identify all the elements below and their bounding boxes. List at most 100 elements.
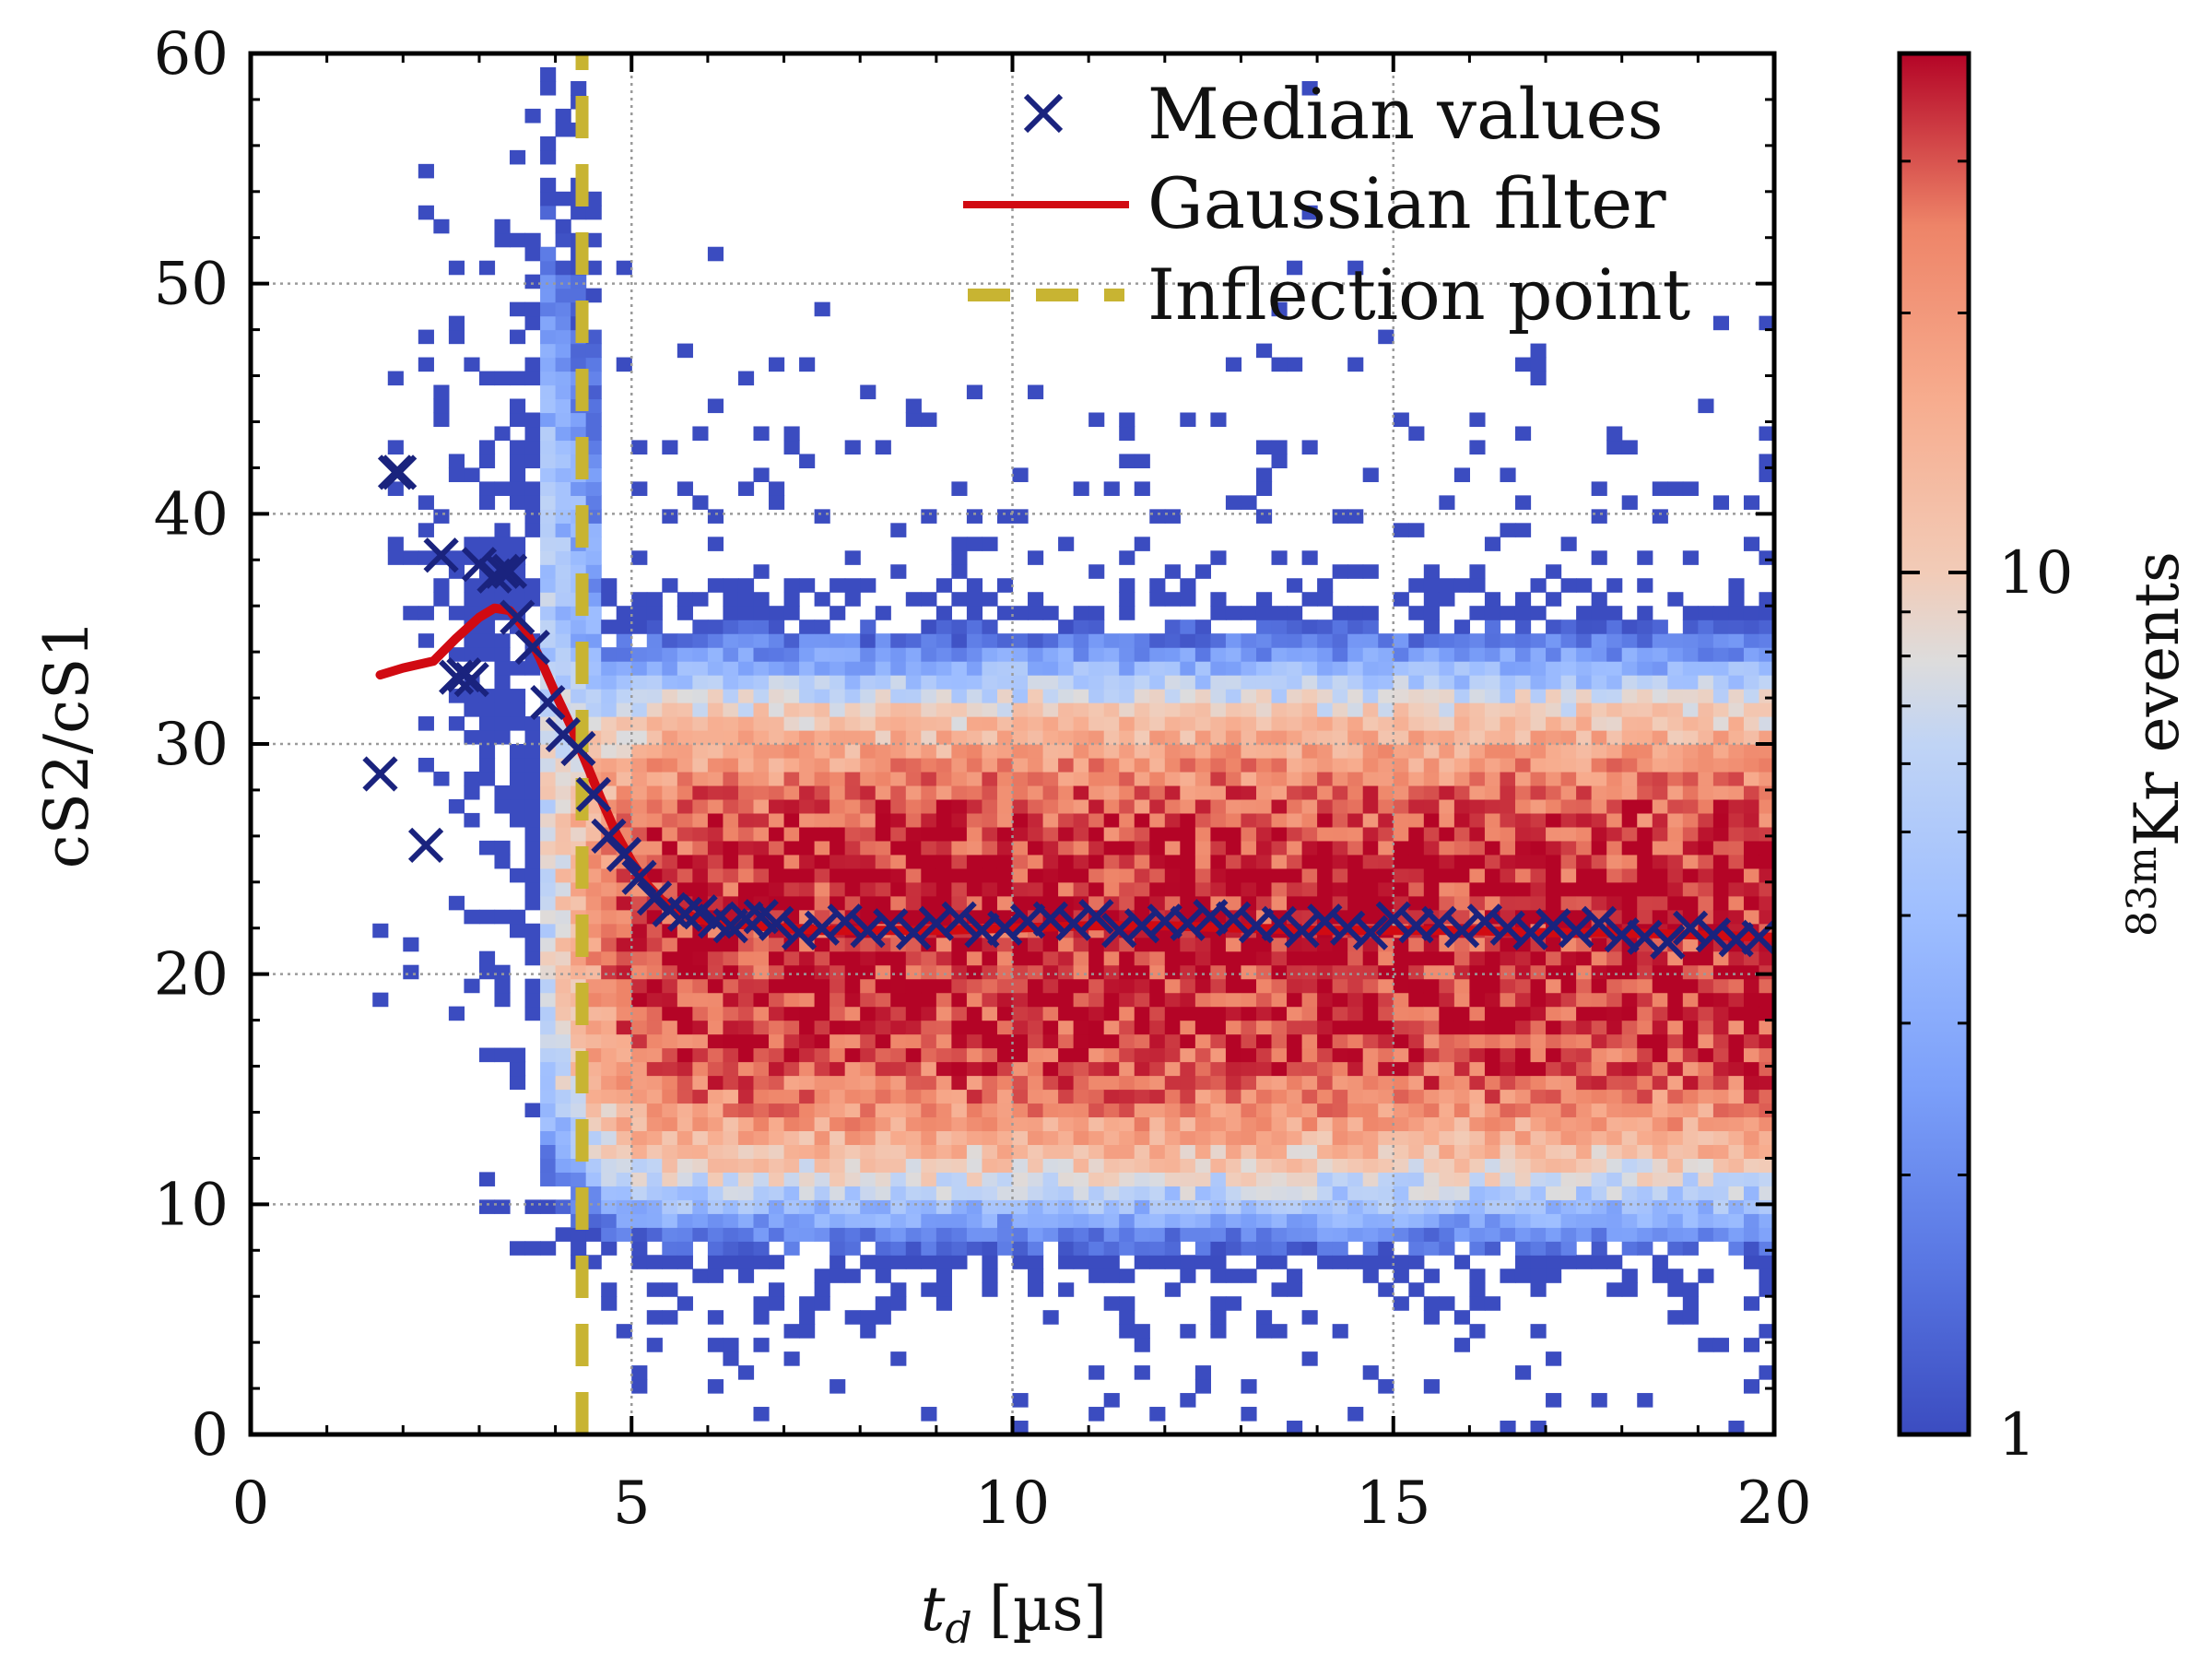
heatmap-cell xyxy=(1149,647,1166,662)
heatmap-cell xyxy=(555,467,571,482)
heatmap-cell xyxy=(1728,826,1745,842)
heatmap-cell xyxy=(1728,592,1745,607)
heatmap-cell xyxy=(1241,826,1257,842)
heatmap-cell xyxy=(555,771,571,786)
heatmap-cell xyxy=(860,1006,877,1021)
heatmap-cell xyxy=(1606,1144,1623,1159)
heatmap-cell xyxy=(555,454,571,468)
heatmap-cell xyxy=(1255,592,1273,607)
heatmap-cell xyxy=(1194,1227,1211,1242)
heatmap-cell xyxy=(1317,785,1334,800)
heatmap-cell xyxy=(1301,1033,1318,1049)
heatmap-cell xyxy=(555,1144,571,1159)
heatmap-cell xyxy=(830,1213,846,1228)
heatmap-cell xyxy=(616,702,632,717)
heatmap-cell xyxy=(830,1061,846,1077)
heatmap-cell xyxy=(540,329,557,345)
heatmap-cell xyxy=(1500,895,1516,911)
heatmap-cell xyxy=(1347,1020,1364,1035)
heatmap-cell xyxy=(966,798,983,814)
heatmap-cell xyxy=(1423,647,1440,662)
heatmap-cell xyxy=(1530,689,1547,703)
heatmap-cell xyxy=(1362,1047,1379,1063)
heatmap-cell xyxy=(1667,867,1684,883)
heatmap-cell xyxy=(555,260,571,276)
heatmap-cell xyxy=(1058,867,1075,883)
heatmap-cell xyxy=(996,895,1014,911)
heatmap-cell xyxy=(1255,675,1273,690)
heatmap-cell xyxy=(1698,840,1714,856)
heatmap-cell xyxy=(1546,633,1562,648)
heatmap-cell xyxy=(1119,744,1135,759)
heatmap-cell xyxy=(1287,1130,1303,1146)
heatmap-cell xyxy=(1500,1103,1516,1118)
heatmap-cell xyxy=(646,702,663,717)
heatmap-cell xyxy=(996,1227,1014,1242)
heatmap-cell xyxy=(1774,1130,1790,1145)
heatmap-cell xyxy=(799,1199,816,1214)
heatmap-cell xyxy=(1408,1255,1425,1269)
heatmap-cell xyxy=(540,357,557,372)
heatmap-cell xyxy=(1530,1006,1547,1021)
heatmap-cell xyxy=(601,1103,618,1118)
median-marker-stroke xyxy=(827,903,863,939)
heatmap-cell xyxy=(1546,1033,1562,1049)
heatmap-cell xyxy=(1164,1047,1181,1063)
heatmap-cell xyxy=(1560,744,1577,759)
heatmap-cell xyxy=(1241,1379,1257,1394)
heatmap-cell xyxy=(1347,1047,1364,1063)
heatmap-cell xyxy=(1164,1227,1181,1242)
heatmap-cell xyxy=(737,785,755,800)
heatmap-cell xyxy=(1423,716,1440,731)
heatmap-cell xyxy=(1287,1241,1303,1256)
heatmap-cell xyxy=(1469,826,1486,842)
heatmap-cell xyxy=(982,1199,998,1214)
heatmap-cell xyxy=(982,744,998,759)
heatmap-cell xyxy=(616,909,632,925)
heatmap-cell xyxy=(799,798,816,814)
heatmap-cell xyxy=(1682,1199,1699,1214)
heatmap-cell xyxy=(830,1033,846,1049)
heatmap-cell xyxy=(1301,771,1318,786)
heatmap-cell xyxy=(1347,1172,1364,1186)
heatmap-cell xyxy=(585,1227,602,1242)
heatmap-cell xyxy=(540,757,557,773)
heatmap-cell xyxy=(1028,1075,1044,1091)
heatmap-cell xyxy=(1301,867,1318,883)
heatmap-cell xyxy=(1378,964,1394,980)
heatmap-cell xyxy=(1484,1047,1501,1063)
heatmap-cell xyxy=(540,1033,557,1049)
heatmap-cell xyxy=(1378,702,1394,717)
heatmap-cell xyxy=(799,826,816,842)
heatmap-cell xyxy=(1271,854,1288,869)
heatmap-cell xyxy=(524,301,541,317)
heatmap-cell xyxy=(1469,1213,1486,1228)
heatmap-cell xyxy=(966,592,983,607)
heatmap-cell xyxy=(875,661,891,676)
heatmap-cell xyxy=(1119,840,1135,856)
heatmap-cell xyxy=(1774,772,1790,786)
heatmap-cell xyxy=(692,426,709,442)
heatmap-cell xyxy=(1652,1199,1668,1214)
heatmap-cell xyxy=(1439,881,1455,897)
heatmap-cell xyxy=(1682,785,1699,800)
heatmap-cell xyxy=(1012,1213,1029,1228)
heatmap-cell xyxy=(1134,840,1150,856)
heatmap-cell xyxy=(1028,1103,1044,1118)
heatmap-cell xyxy=(585,826,602,842)
heatmap-cell xyxy=(996,937,1014,952)
heatmap-cell xyxy=(723,1047,739,1063)
heatmap-cell xyxy=(951,992,968,1008)
heatmap-cell xyxy=(1271,1047,1288,1063)
heatmap-cell xyxy=(646,1075,663,1091)
heatmap-cell xyxy=(1774,1199,1790,1214)
heatmap-cell xyxy=(921,826,937,842)
heatmap-cell xyxy=(1301,661,1318,676)
heatmap-cell xyxy=(1241,1241,1257,1256)
heatmap-cell xyxy=(616,895,632,911)
heatmap-cell xyxy=(783,1199,800,1214)
heatmap-cell xyxy=(1682,606,1699,620)
heatmap-cell xyxy=(1149,1407,1166,1422)
heatmap-cell xyxy=(1317,1061,1334,1077)
heatmap-cell xyxy=(555,978,571,994)
